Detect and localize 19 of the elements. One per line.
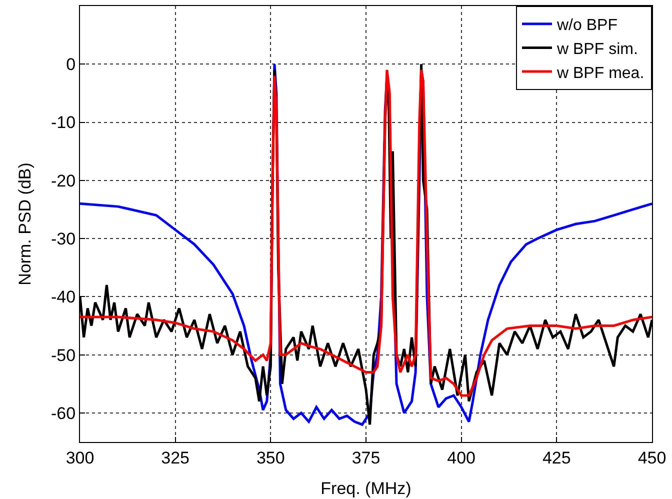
x-tick-label: 350	[256, 448, 285, 468]
y-axis-title: Norm. PSD (dB)	[16, 162, 35, 286]
x-tick-label: 425	[542, 448, 571, 468]
y-tick-label: -40	[51, 288, 76, 307]
x-tick-label: 400	[447, 448, 476, 468]
y-tick-label: 0	[66, 55, 76, 74]
legend-label: w/o BPF	[556, 17, 618, 34]
x-tick-label: 325	[161, 448, 190, 468]
x-tick-label: 450	[638, 448, 666, 468]
y-tick-label: -60	[51, 404, 76, 423]
y-tick-label: -30	[51, 229, 76, 248]
y-tick-label: -50	[51, 346, 76, 365]
x-tick-label: 375	[352, 448, 380, 468]
x-axis-title: Freq. (MHz)	[320, 478, 412, 498]
legend-label: w BPF sim.	[556, 40, 638, 58]
x-tick-label: 300	[66, 448, 94, 468]
legend-label: w BPF mea.	[556, 64, 644, 82]
y-tick-label: -20	[51, 171, 76, 190]
y-tick-label: -10	[51, 113, 76, 132]
